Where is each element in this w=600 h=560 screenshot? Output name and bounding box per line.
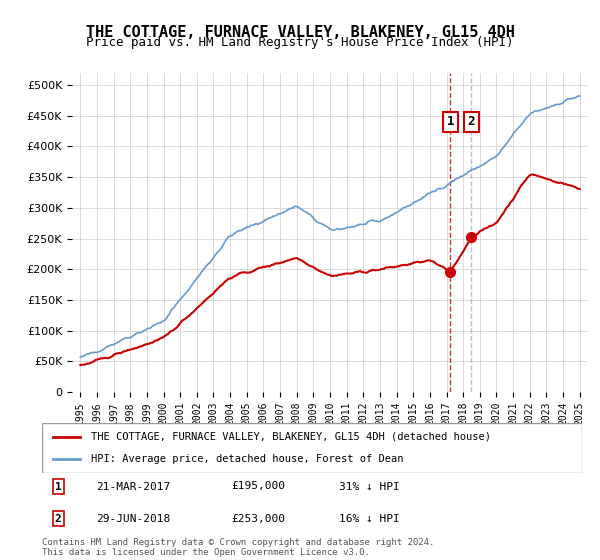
Text: HPI: Average price, detached house, Forest of Dean: HPI: Average price, detached house, Fore… [91, 454, 403, 464]
Text: 31% ↓ HPI: 31% ↓ HPI [339, 482, 400, 492]
Text: £253,000: £253,000 [231, 514, 285, 524]
Text: 16% ↓ HPI: 16% ↓ HPI [339, 514, 400, 524]
Text: 2: 2 [468, 115, 475, 128]
Text: 21-MAR-2017: 21-MAR-2017 [96, 482, 170, 492]
Text: 2: 2 [55, 514, 62, 524]
Text: THE COTTAGE, FURNACE VALLEY, BLAKENEY, GL15 4DH: THE COTTAGE, FURNACE VALLEY, BLAKENEY, G… [86, 25, 514, 40]
Text: Price paid vs. HM Land Registry's House Price Index (HPI): Price paid vs. HM Land Registry's House … [86, 36, 514, 49]
Text: THE COTTAGE, FURNACE VALLEY, BLAKENEY, GL15 4DH (detached house): THE COTTAGE, FURNACE VALLEY, BLAKENEY, G… [91, 432, 491, 442]
Text: 29-JUN-2018: 29-JUN-2018 [96, 514, 170, 524]
Text: 1: 1 [446, 115, 454, 128]
FancyBboxPatch shape [42, 423, 582, 473]
Text: Contains HM Land Registry data © Crown copyright and database right 2024.
This d: Contains HM Land Registry data © Crown c… [42, 538, 434, 557]
Text: £195,000: £195,000 [231, 482, 285, 492]
Text: 1: 1 [55, 482, 62, 492]
